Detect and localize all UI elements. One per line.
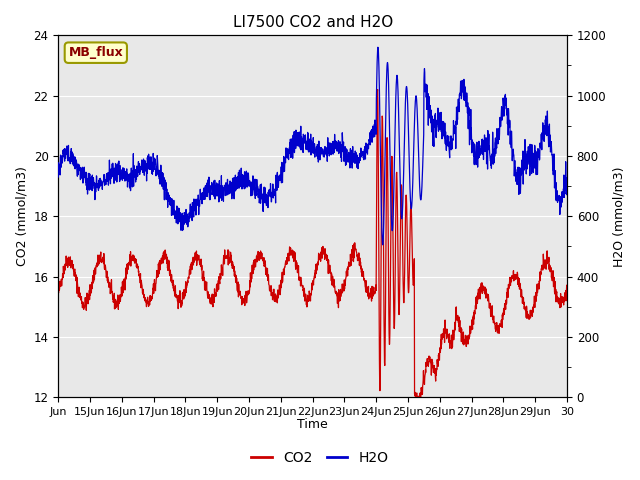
Y-axis label: CO2 (mmol/m3): CO2 (mmol/m3) [15,167,28,266]
X-axis label: Time: Time [297,419,328,432]
Title: LI7500 CO2 and H2O: LI7500 CO2 and H2O [232,15,393,30]
Y-axis label: H2O (mmol/m3): H2O (mmol/m3) [612,166,625,266]
Legend: CO2, H2O: CO2, H2O [246,445,394,471]
Text: MB_flux: MB_flux [68,46,124,59]
